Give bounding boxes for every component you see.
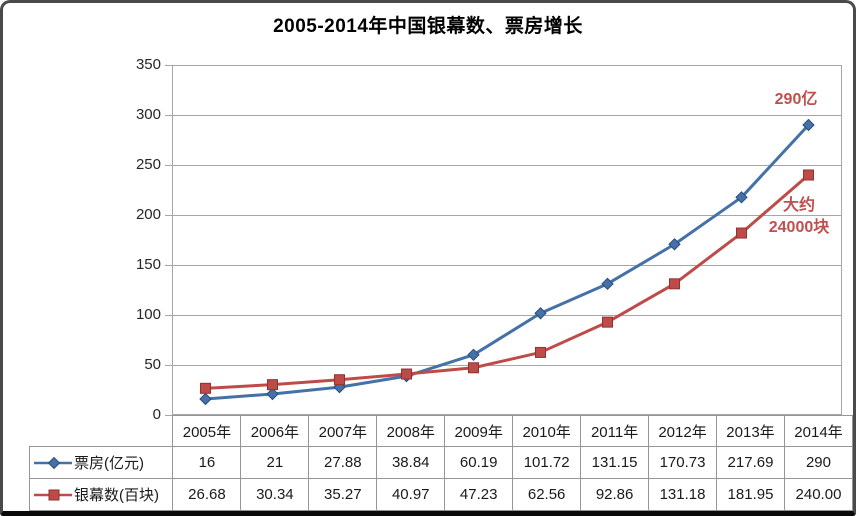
y-axis-label: 50	[144, 356, 161, 373]
value-cell: 60.19	[444, 446, 514, 479]
value-cell: 101.72	[512, 446, 582, 479]
data-point-marker	[803, 169, 814, 181]
data-point-marker	[200, 382, 211, 394]
chart-data-table: 2005年 2006年 2007年 2008年 2009年 2010年 2011年 2012年…	[28, 415, 853, 511]
year-header-cell: 2006年	[240, 415, 310, 447]
data-point-marker	[735, 191, 748, 204]
data-point-marker	[669, 278, 680, 290]
data-point-marker	[534, 307, 547, 320]
year-header-cell: 2011年	[580, 415, 650, 447]
y-axis-label: 200	[135, 206, 161, 223]
legend-cell: 票房(亿元)	[28, 446, 174, 479]
value-cell: 21	[240, 446, 310, 479]
legend-label: 票房(亿元)	[74, 455, 144, 472]
data-point-marker	[736, 227, 747, 239]
annotation-text: 290亿	[774, 91, 818, 108]
data-point-marker	[199, 392, 212, 406]
value-cell: 131.18	[648, 478, 718, 511]
data-point-marker	[401, 368, 412, 380]
value-cell: 38.84	[376, 446, 446, 479]
value-cell: 92.86	[580, 478, 650, 511]
year-header-cell: 2008年	[376, 415, 446, 447]
year-header-cell: 2007年	[308, 415, 378, 447]
data-point-marker	[467, 348, 480, 362]
data-point-marker	[602, 316, 613, 328]
value-cell: 30.34	[240, 478, 310, 511]
value-cell: 40.97	[376, 478, 446, 511]
y-axis-label: 0	[152, 406, 161, 423]
value-cell: 62.56	[512, 478, 582, 511]
annotation-text: 24000块	[768, 219, 830, 236]
value-cell: 170.73	[648, 446, 718, 479]
data-point-marker	[267, 379, 278, 391]
value-cell: 131.15	[580, 446, 650, 479]
y-axis-label: 300	[135, 106, 161, 123]
y-axis-label: 350	[135, 56, 161, 73]
value-cell: 47.23	[444, 478, 514, 511]
legend-label: 银幕数(百块)	[74, 487, 159, 504]
year-header-cell: 2013年	[716, 415, 785, 447]
year-header-cell: 2005年	[172, 415, 242, 447]
series-marker-icon	[34, 456, 72, 469]
value-cell: 35.27	[308, 478, 378, 511]
year-header-cell: 2010年	[512, 415, 582, 447]
annotation-box-office-290: 290亿	[750, 89, 842, 111]
plot-area	[165, 65, 842, 416]
series-marker-icon	[34, 489, 72, 500]
year-header-cell: 2009年	[444, 415, 514, 447]
value-cell: 26.68	[172, 478, 242, 511]
table-row: 银幕数(百块) 26.68 30.34 35.27 40.97 47.23 62.56 92.…	[28, 478, 853, 511]
table-header-row: 2005年 2006年 2007年 2008年 2009年 2010年 2011年 2012年…	[30, 415, 853, 447]
value-cell: 27.88	[308, 446, 378, 479]
data-point-marker	[802, 118, 815, 132]
value-cell: 181.95	[716, 478, 785, 511]
data-point-marker	[468, 362, 479, 374]
series-line	[204, 123, 810, 401]
data-point-marker	[334, 374, 345, 386]
plot-border	[172, 65, 842, 415]
table-row: 票房(亿元) 16 21 27.88 38.84 60.19 101.72 131.15 170…	[28, 446, 853, 479]
value-cell: 16	[172, 446, 242, 479]
value-cell: 217.69	[716, 446, 785, 479]
value-cell: 240.00	[783, 478, 853, 511]
chart-title: 2005-2014年中国银幕数、票房增长	[273, 16, 583, 37]
annotation-text: 大约	[782, 197, 815, 214]
y-axis-label: 150	[135, 256, 161, 273]
data-point-marker	[668, 238, 681, 251]
series-line	[204, 173, 810, 390]
year-header-cell: 2012年	[648, 415, 718, 447]
data-point-marker	[601, 277, 614, 291]
year-header-cell: 2014年	[783, 415, 853, 447]
annotation-screens-24000: 大约 24000块	[752, 195, 846, 239]
value-cell: 290	[783, 446, 853, 479]
data-point-marker	[266, 387, 279, 401]
data-point-marker	[535, 346, 546, 358]
y-axis-label: 100	[135, 306, 161, 323]
legend-cell: 银幕数(百块)	[28, 478, 174, 511]
y-axis-label: 250	[135, 156, 161, 173]
